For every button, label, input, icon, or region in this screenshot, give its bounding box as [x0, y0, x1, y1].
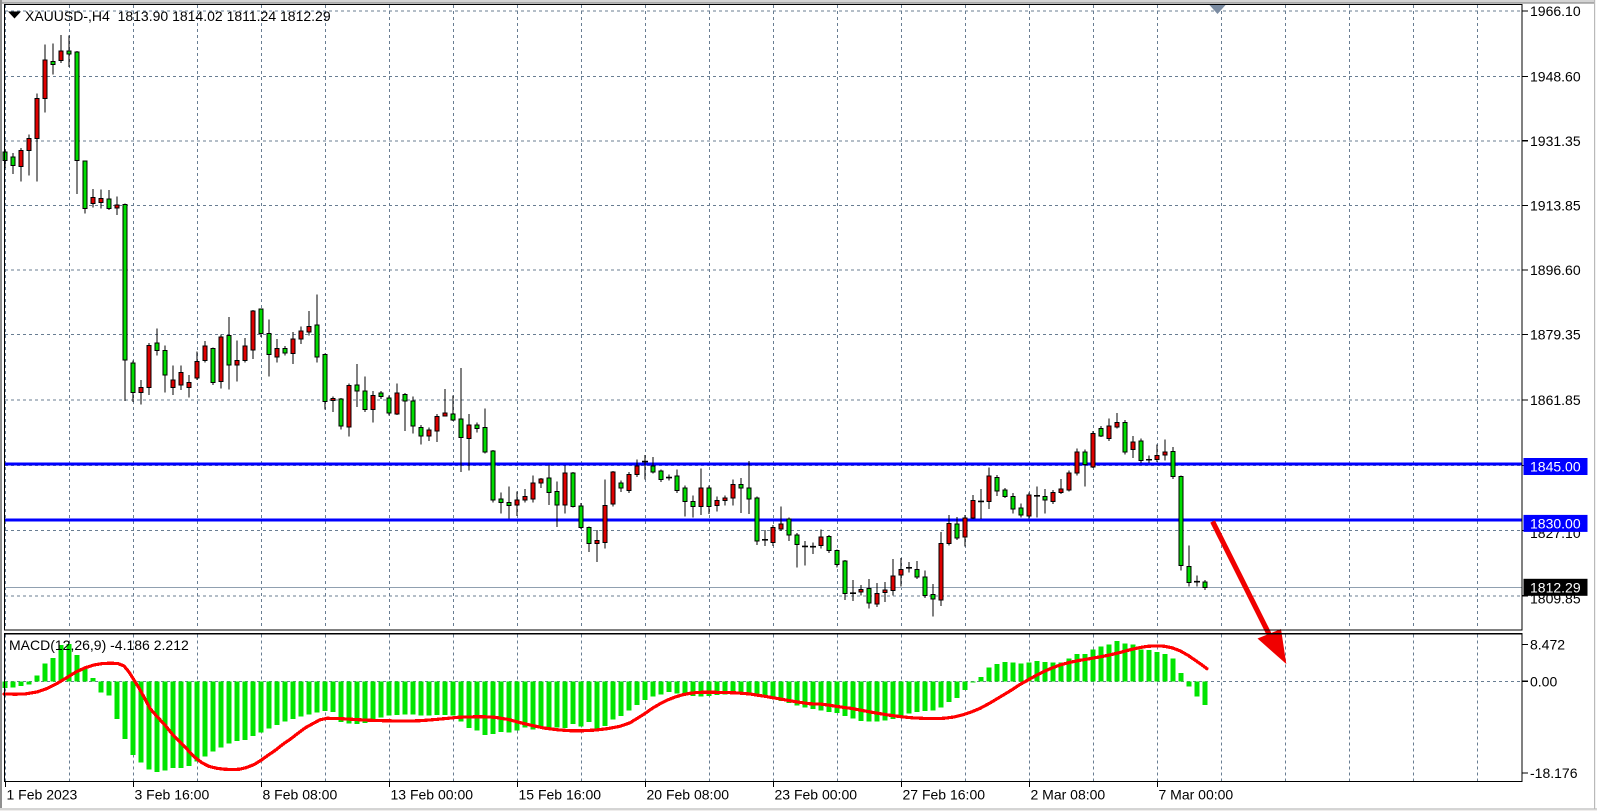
svg-text:1931.35: 1931.35: [1530, 133, 1581, 149]
svg-text:8 Feb 08:00: 8 Feb 08:00: [263, 787, 338, 803]
svg-text:3 Feb 16:00: 3 Feb 16:00: [135, 787, 210, 803]
svg-text:20 Feb 08:00: 20 Feb 08:00: [647, 787, 730, 803]
svg-text:8.472: 8.472: [1530, 637, 1565, 653]
svg-text:1948.60: 1948.60: [1530, 68, 1581, 84]
svg-text:27 Feb 16:00: 27 Feb 16:00: [903, 787, 986, 803]
svg-text:1896.60: 1896.60: [1530, 262, 1581, 278]
svg-text:XAUUSD-,H4 1813.90 1814.02 18: XAUUSD-,H4 1813.90 1814.02 1811.24 1812.…: [25, 8, 331, 24]
svg-text:0.00: 0.00: [1530, 673, 1557, 689]
svg-text:1913.85: 1913.85: [1530, 198, 1581, 214]
svg-text:1845.00: 1845.00: [1530, 459, 1581, 475]
svg-text:1879.35: 1879.35: [1530, 327, 1581, 343]
svg-text:13 Feb 00:00: 13 Feb 00:00: [391, 787, 474, 803]
svg-text:15 Feb 16:00: 15 Feb 16:00: [519, 787, 602, 803]
svg-text:2 Mar 08:00: 2 Mar 08:00: [1031, 787, 1106, 803]
svg-text:1812.29: 1812.29: [1530, 579, 1581, 595]
svg-text:1966.10: 1966.10: [1530, 3, 1581, 19]
svg-text:1861.85: 1861.85: [1530, 392, 1581, 408]
svg-text:1830.00: 1830.00: [1530, 515, 1581, 531]
svg-text:23 Feb 00:00: 23 Feb 00:00: [775, 787, 858, 803]
svg-text:MACD(12,26,9) -4.186 2.212: MACD(12,26,9) -4.186 2.212: [9, 637, 189, 653]
svg-text:7 Mar 00:00: 7 Mar 00:00: [1159, 787, 1234, 803]
svg-text:-18.176: -18.176: [1530, 765, 1578, 781]
svg-text:1 Feb 2023: 1 Feb 2023: [7, 787, 78, 803]
